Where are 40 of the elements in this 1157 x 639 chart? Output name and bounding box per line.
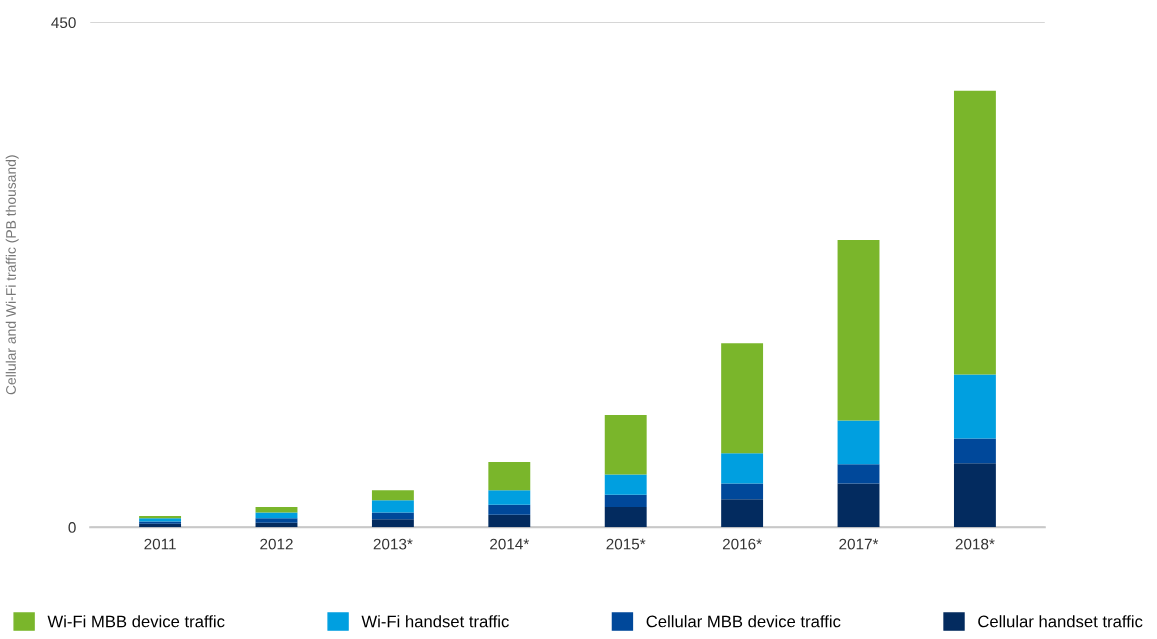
bar bbox=[604, 415, 647, 475]
bar bbox=[604, 474, 647, 495]
bar bbox=[953, 90, 996, 375]
x-tick-label: 2013* bbox=[373, 538, 413, 550]
bar bbox=[371, 500, 414, 513]
legend-label: Cellular MBB device traffic bbox=[646, 615, 841, 628]
bar bbox=[953, 374, 996, 439]
bar bbox=[953, 463, 996, 528]
bar bbox=[721, 343, 764, 454]
bar bbox=[604, 506, 647, 528]
bar bbox=[371, 519, 414, 528]
bar bbox=[371, 490, 414, 501]
bar bbox=[721, 453, 764, 484]
y-axis-title: Cellular and Wi-Fi traffic (PB thousand) bbox=[5, 155, 19, 395]
bar bbox=[837, 464, 880, 484]
bar bbox=[604, 494, 647, 507]
legend-label: Cellular handset traffic bbox=[978, 615, 1143, 628]
bar bbox=[721, 483, 764, 500]
x-tick-label: 2015* bbox=[606, 538, 646, 550]
x-tick-label: 2014* bbox=[490, 538, 530, 550]
legend-label: Wi-Fi handset traffic bbox=[361, 615, 509, 628]
x-tick-label: 2017* bbox=[839, 538, 879, 550]
x-tick-label: 2012 bbox=[260, 538, 293, 550]
bar bbox=[721, 499, 764, 528]
bar bbox=[488, 514, 531, 528]
bar bbox=[255, 518, 298, 523]
bar bbox=[837, 483, 880, 528]
bar bbox=[953, 438, 996, 464]
bar bbox=[488, 462, 531, 491]
x-tick-label: 2016* bbox=[722, 538, 762, 550]
legend-label: Wi-Fi MBB device traffic bbox=[47, 615, 225, 628]
y-tick-label: 0 bbox=[68, 522, 76, 533]
bar bbox=[255, 506, 298, 513]
bar bbox=[837, 420, 880, 465]
bar bbox=[488, 490, 531, 505]
x-tick-label: 2018* bbox=[955, 538, 995, 550]
y-tick-label: 450 bbox=[51, 17, 76, 29]
bar bbox=[488, 504, 531, 515]
bar bbox=[837, 239, 880, 421]
x-tick-label: 2011 bbox=[144, 538, 176, 550]
